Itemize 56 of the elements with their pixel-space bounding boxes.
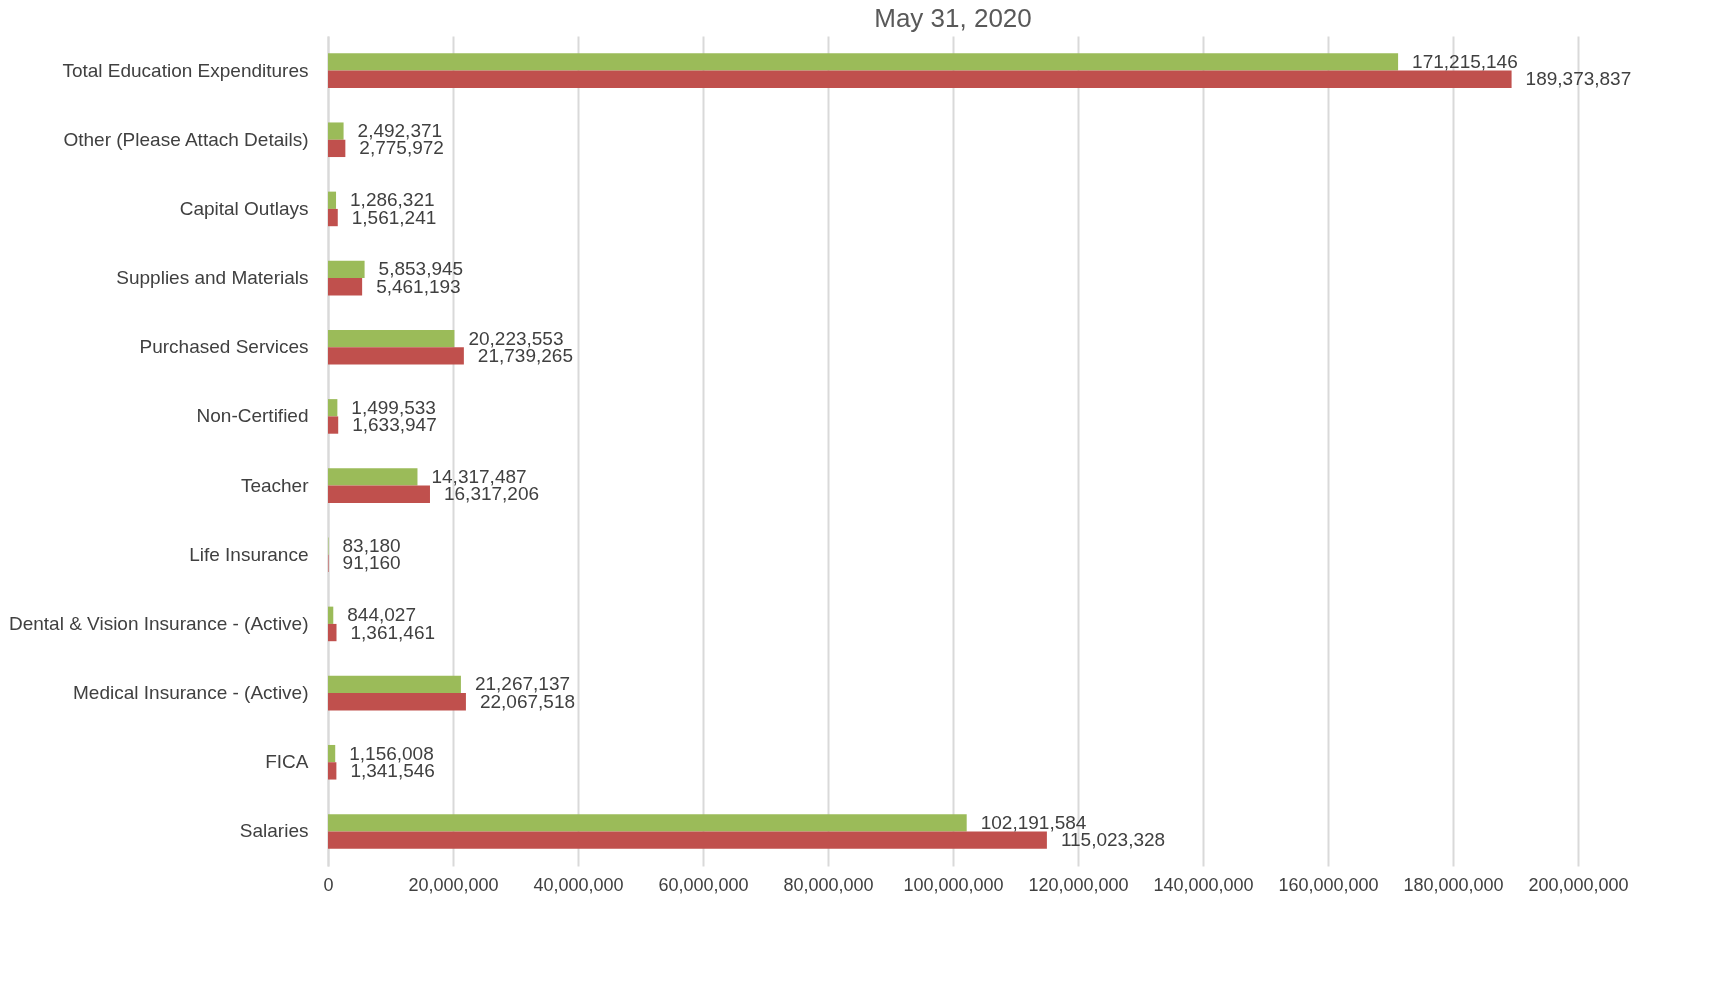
x-tick-label: 0 (323, 874, 334, 895)
data-label: 2,492,371 (357, 120, 443, 142)
x-tick-label: 20,000,000 (408, 874, 499, 895)
bar (328, 744, 336, 763)
bar (328, 53, 1399, 71)
bar (328, 70, 1512, 88)
x-tick-label: 200,000,000 (1528, 874, 1629, 895)
y-tick-label: Capital Outlays (179, 197, 309, 219)
x-tick-label: 180,000,000 (1403, 874, 1504, 895)
data-label: 1,499,533 (351, 396, 436, 418)
bar (328, 468, 418, 486)
bar (328, 278, 363, 296)
data-label: 5,853,945 (378, 258, 464, 280)
bar (328, 831, 1047, 849)
data-label: 171,215,146 (1412, 50, 1518, 72)
bar (328, 122, 344, 140)
bar (328, 347, 464, 365)
bar (328, 208, 338, 227)
bar (328, 260, 365, 279)
chart-title: May 31, 2020 (874, 3, 1032, 33)
y-tick-label: Other (Please Attach Details) (63, 128, 309, 150)
bar (328, 675, 461, 694)
bar (328, 191, 337, 209)
y-tick-label: Medical Insurance - (Active) (73, 682, 309, 704)
data-label: 844,027 (347, 604, 416, 626)
bar (328, 329, 455, 348)
y-tick-label: Dental & Vision Insurance - (Active) (8, 612, 309, 634)
x-tick-label: 100,000,000 (903, 874, 1004, 895)
x-tick-label: 120,000,000 (1028, 874, 1129, 895)
y-tick-label: Non-Certified (196, 405, 309, 427)
data-label: 1,286,321 (350, 189, 435, 211)
data-label: 83,180 (342, 535, 401, 557)
bar (328, 762, 337, 780)
x-tick-label: 60,000,000 (658, 874, 749, 895)
bar (328, 606, 334, 624)
x-tick-label: 140,000,000 (1153, 874, 1254, 895)
bar (328, 416, 339, 434)
data-label: 21,267,137 (474, 673, 571, 695)
y-tick-label: Supplies and Materials (116, 267, 309, 289)
bar (328, 814, 967, 832)
y-tick-label: Purchased Services (139, 336, 309, 358)
bar (328, 139, 346, 158)
x-tick-label: 160,000,000 (1278, 874, 1379, 895)
bar (328, 693, 466, 711)
y-tick-label: Total Education Expenditures (62, 59, 309, 81)
bar (328, 623, 337, 642)
y-tick-label: Teacher (240, 474, 310, 496)
data-label: 14,317,487 (431, 465, 527, 487)
x-tick-label: 80,000,000 (783, 874, 874, 895)
y-tick-label: Life Insurance (189, 543, 309, 565)
x-tick-label: 40,000,000 (533, 874, 624, 895)
data-label: 189,373,837 (1525, 68, 1632, 90)
bar (328, 399, 338, 417)
y-tick-label: FICA (265, 751, 309, 773)
bar (328, 485, 430, 503)
y-tick-label: Salaries (239, 820, 309, 842)
